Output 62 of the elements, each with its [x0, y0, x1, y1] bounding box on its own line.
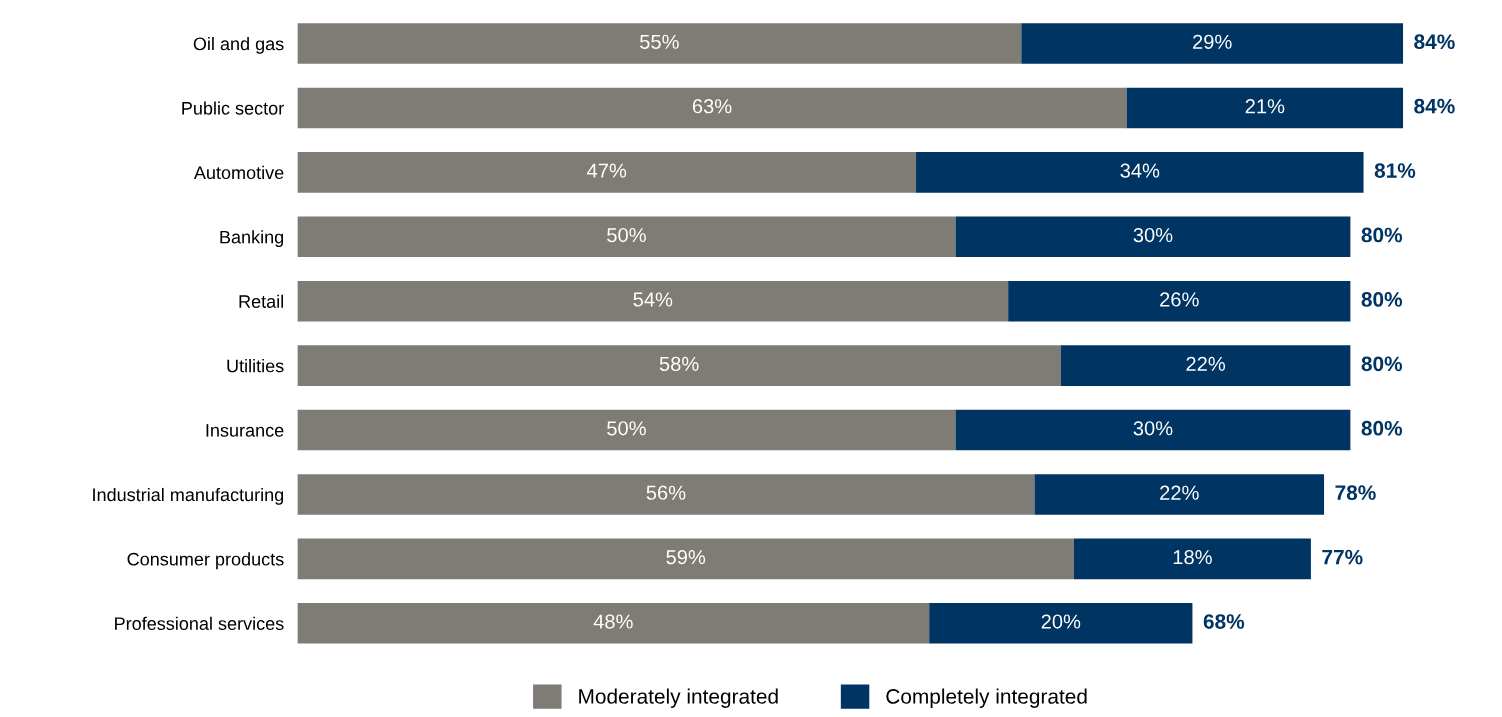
y-tick-label: Insurance [206, 424, 284, 437]
y-tick-label: Industrial manufacturing [93, 487, 284, 505]
total-label: 68% [1203, 614, 1245, 629]
bar [1021, 23, 1404, 64]
total-label: 81% [1374, 163, 1416, 178]
y-tick-label: Oil and gas [193, 36, 284, 54]
data-label: 20% [1041, 614, 1081, 629]
bar [955, 216, 1351, 258]
data-label: 26% [1160, 292, 1199, 307]
data-label: 55% [640, 34, 679, 49]
y-tick-label: Professional services [115, 616, 284, 631]
data-label: 30% [1133, 227, 1173, 243]
data-label: 56% [646, 485, 686, 500]
y-tick-label: Consumer products [127, 552, 284, 570]
y-tick-label: Utilities [227, 359, 284, 373]
total-label: 84% [1414, 98, 1455, 114]
data-label: 63% [692, 99, 732, 114]
y-tick-label: Banking [220, 230, 284, 248]
bar [929, 602, 1193, 644]
bar [297, 345, 1061, 386]
bar [297, 602, 930, 644]
bar [297, 280, 1009, 322]
data-label: 34% [1120, 163, 1160, 178]
data-label: 18% [1173, 550, 1212, 565]
bar [297, 152, 917, 193]
y-tick-label: Automotive [193, 165, 284, 180]
bar [297, 23, 1022, 64]
bar [1126, 87, 1404, 129]
data-label: 58% [659, 356, 699, 372]
data-label: 22% [1186, 356, 1226, 371]
data-label: 21% [1245, 99, 1285, 114]
total-label: 80% [1361, 292, 1403, 307]
bar [297, 409, 956, 451]
data-label: 22% [1160, 485, 1199, 500]
data-label: 59% [666, 550, 706, 565]
data-label: 30% [1133, 421, 1173, 436]
bar [1060, 345, 1351, 386]
data-label: 50% [607, 227, 646, 243]
bar [955, 409, 1351, 451]
data-label: 54% [633, 292, 673, 307]
total-label: 80% [1361, 356, 1403, 372]
bar [1034, 474, 1325, 515]
bar [297, 538, 1074, 580]
bar [1073, 538, 1311, 580]
total-label: 78% [1335, 485, 1376, 501]
bar [1008, 280, 1351, 322]
total-label: 84% [1414, 34, 1455, 50]
y-tick-label: Retail [239, 294, 283, 308]
total-label: 77% [1322, 549, 1363, 565]
total-label: 80% [1361, 420, 1403, 436]
data-label: 47% [587, 163, 627, 178]
total-label: 80% [1361, 227, 1403, 243]
data-label: 29% [1193, 34, 1232, 49]
legend-label: Completely integrated [886, 688, 1087, 708]
bar [297, 216, 956, 258]
data-label: 50% [607, 421, 646, 436]
bar [297, 474, 1035, 515]
legend-label: Moderately integrated [579, 688, 778, 708]
bar [916, 152, 1364, 193]
bar [297, 87, 1127, 129]
y-tick-label: Public sector [182, 101, 284, 115]
data-label: 48% [593, 614, 633, 629]
